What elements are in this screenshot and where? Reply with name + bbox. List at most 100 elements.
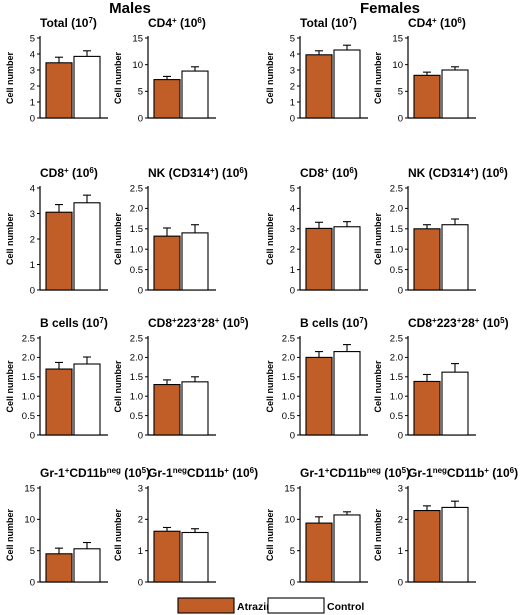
y-tick-label: 4 — [30, 183, 35, 194]
y-tick-label: 0 — [290, 113, 295, 124]
y-axis-label: Cell number — [113, 509, 123, 562]
y-tick-label: 0 — [398, 430, 403, 441]
title-superscript: 5 — [402, 466, 407, 475]
title-text: (10 — [177, 16, 198, 30]
title-superscript: 6 — [499, 166, 504, 175]
y-tick-label: 0.5 — [390, 265, 403, 276]
y-axis-label: Cell number — [373, 360, 383, 413]
legend-swatch-control — [267, 597, 325, 614]
y-axis-label: Cell number — [5, 213, 15, 266]
group-title-females: Females — [360, 0, 420, 17]
title-superscript: + — [432, 316, 437, 325]
bar-control — [181, 531, 209, 583]
bar-control — [181, 232, 209, 291]
y-tick-label: 2.5 — [390, 183, 403, 194]
y-tick-label: 1.0 — [22, 392, 35, 403]
title-superscript: + — [457, 316, 462, 325]
title-text: ) — [146, 466, 150, 480]
y-tick-label: 1.0 — [282, 392, 295, 403]
panel-title: CD4+ (106) — [148, 16, 206, 31]
y-tick-label: 1 — [398, 546, 403, 557]
title-text: ) — [353, 16, 357, 30]
bar-control — [333, 226, 361, 291]
title-superscript: 6 — [250, 466, 255, 475]
title-text: CD8 — [40, 166, 64, 180]
title-text: ) — [514, 466, 518, 480]
title-superscript: + — [470, 166, 475, 175]
title-superscript: neg — [433, 466, 447, 475]
y-tick-label: 0.5 — [282, 411, 295, 422]
title-superscript: + — [210, 166, 215, 175]
title-text: ) — [245, 316, 249, 330]
title-superscript: + — [325, 466, 330, 475]
title-text: ) — [254, 466, 258, 480]
y-tick-label: 1.0 — [390, 245, 403, 256]
chart-panel: CD8+223+28+ (105)Cell number00.51.01.52.… — [373, 316, 509, 442]
panel-title: Total (107) — [40, 16, 97, 31]
y-tick-label: 5 — [290, 183, 295, 194]
bar-atrazine — [413, 510, 441, 583]
panel-title: Gr-1+CD11bneg (105) — [300, 466, 410, 481]
bar-atrazine — [45, 211, 73, 291]
title-superscript: + — [215, 316, 220, 325]
title-superscript: 6 — [510, 466, 515, 475]
y-tick-label: 1 — [290, 97, 295, 108]
title-text: 223 — [437, 316, 457, 330]
bar-control — [441, 371, 469, 436]
title-text: ) — [94, 166, 98, 180]
y-tick-label: 2 — [138, 515, 143, 526]
bar-atrazine — [45, 62, 73, 119]
title-superscript: 5 — [142, 466, 147, 475]
title-text: Gr-1 — [148, 466, 173, 480]
y-axis-label: Cell number — [5, 52, 15, 105]
y-tick-label: 2 — [398, 515, 403, 526]
chart-panel: B cells (107) Cell number 0 0.5 1.0 1.5 2.0 2.5 — [265, 316, 368, 441]
panel-title: B cells (107) — [40, 316, 108, 331]
title-text: ) (10 — [215, 166, 240, 180]
y-tick-label: 3 — [290, 224, 295, 235]
y-tick-label: 2.5 — [22, 333, 35, 344]
title-text: ) — [364, 316, 368, 330]
bar-control — [73, 363, 101, 436]
title-superscript: 5 — [500, 316, 505, 325]
bar-control — [441, 224, 469, 291]
y-tick-label: 2.0 — [22, 353, 35, 364]
bar-atrazine — [305, 356, 333, 436]
title-text: (10 — [437, 16, 458, 30]
title-text: (10 — [489, 466, 510, 480]
y-tick-label: 0.5 — [130, 411, 143, 422]
bar-atrazine — [305, 54, 333, 119]
chart-panel: Total (107) Cell number 0 1 2 3 4 5 — [265, 16, 368, 124]
title-superscript: + — [172, 316, 177, 325]
title-superscript: 7 — [88, 16, 93, 25]
bar-atrazine — [413, 380, 441, 436]
y-tick-label: 0 — [30, 285, 35, 296]
chart-panel: NK (CD314+) (106) Cell number 0 0.5 1.0 1.5 2.… — [113, 166, 248, 297]
chart-panel: CD8+223+28+ (105)Cell number00.51.01.52.… — [113, 316, 249, 442]
y-axis-label: Cell number — [265, 360, 275, 413]
title-text: ) — [354, 166, 358, 180]
title-text: B cells (10 — [40, 316, 100, 330]
bar-atrazine — [153, 530, 181, 583]
title-text: CD8 — [408, 316, 432, 330]
y-axis-label: Cell number — [265, 52, 275, 105]
title-text: (10 — [381, 466, 402, 480]
y-axis-label: Cell number — [113, 213, 123, 266]
chart-panel: Total (107) Cell number 0 1 2 3 4 5 — [5, 16, 108, 124]
title-text: ) — [244, 166, 248, 180]
title-text: CD11b — [69, 466, 106, 480]
y-axis-label: Cell number — [113, 360, 123, 413]
bar-atrazine — [413, 74, 441, 119]
y-tick-label: 10 — [24, 515, 35, 526]
y-tick-label: 5 — [30, 546, 35, 557]
title-superscript: 7 — [348, 16, 353, 25]
legend: Atrazine Control — [177, 597, 364, 614]
panel-title: CD8+ (106) — [300, 166, 358, 181]
chart-panel: NK (CD314+) (106) Cell number 0 0.5 1.0 1.5 2.… — [373, 166, 508, 297]
title-text: CD11b — [447, 466, 484, 480]
chart-panel: CD8+ (106) Cell number 0 1 2 3 4 5 — [265, 166, 368, 296]
panel-title: Gr-1negCD11b+ (106) — [408, 466, 518, 481]
bar-control — [441, 506, 469, 583]
y-tick-label: 5 — [290, 546, 295, 557]
